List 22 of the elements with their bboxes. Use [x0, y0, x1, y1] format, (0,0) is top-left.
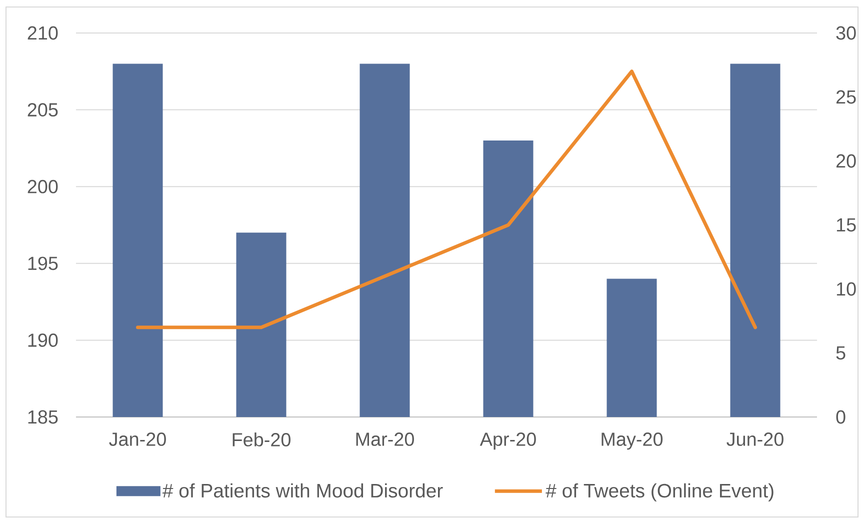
x-tick-label: Feb-20 — [232, 432, 290, 446]
y-tick-label: 205 — [28, 103, 58, 117]
line-series — [136, 70, 758, 330]
y2-tick-label: 25 — [836, 90, 856, 104]
y-tick-label: 190 — [28, 333, 58, 347]
y2-tick-label: 0 — [836, 410, 846, 424]
y-tick-label: 200 — [28, 180, 58, 194]
y2-tick-label: 10 — [836, 282, 856, 296]
x-tick-label: Apr-20 — [480, 432, 536, 450]
legend-label: # of Tweets (Online Event) — [546, 483, 774, 502]
y-tick-label: 185 — [28, 410, 58, 424]
y2-tick-label: 5 — [836, 346, 846, 360]
y-tick-label: 195 — [28, 256, 58, 270]
legend-label: # of Patients with Mood Disorder — [162, 483, 443, 498]
y2-tick-label: 15 — [836, 218, 856, 232]
x-tick-label: Jan-20 — [109, 432, 166, 446]
x-tick-label: Mar-20 — [356, 432, 414, 446]
y2-tick-label: 30 — [836, 26, 856, 40]
x-tick-label: Jun-20 — [726, 432, 784, 446]
x-tick-label: May-20 — [602, 432, 663, 450]
y-tick-label: 210 — [28, 26, 58, 40]
y2-tick-label: 20 — [836, 154, 856, 168]
